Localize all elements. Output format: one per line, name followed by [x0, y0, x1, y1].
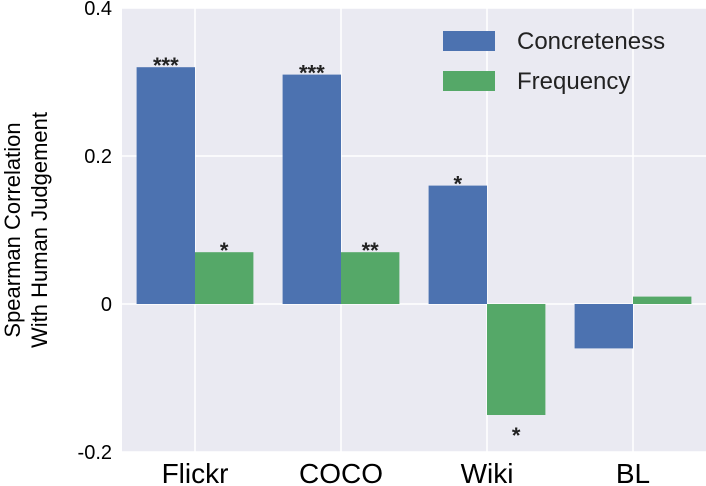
x-tick-label: BL	[616, 458, 650, 486]
bar-frequency-bl	[633, 296, 692, 304]
significance-label: *	[512, 423, 521, 448]
y-axis-label: Spearman Correlation With Human Judgement	[0, 112, 52, 348]
bar-concreteness-coco	[282, 74, 341, 304]
legend-swatch	[443, 71, 495, 91]
y-axis-label-line: With Human Judgement	[27, 112, 52, 348]
bars	[136, 67, 692, 415]
bar-concreteness-wiki	[428, 185, 487, 304]
legend-label: Frequency	[517, 68, 630, 95]
x-tick-label: COCO	[299, 458, 383, 486]
significance-labels: *** ***** ***	[153, 53, 521, 448]
legend-label: Concreteness	[517, 28, 665, 55]
bar-frequency-wiki	[487, 304, 546, 415]
y-axis-label-line: Spearman Correlation	[0, 122, 25, 337]
significance-label: *	[454, 172, 463, 197]
legend-swatch	[443, 31, 495, 51]
significance-label: ***	[299, 61, 325, 86]
y-tick-label: -0.2	[78, 442, 112, 464]
plot-background	[122, 8, 706, 452]
x-tick-label: Wiki	[461, 458, 514, 486]
legend: Concreteness Frequency	[443, 28, 665, 95]
x-axis-ticks: Flickr COCO Wiki BL	[162, 458, 651, 486]
y-tick-label: 0.4	[84, 0, 112, 20]
y-tick-label: 0	[101, 294, 112, 316]
bar-concreteness-bl	[574, 304, 633, 349]
bar-concreteness-flickr	[136, 67, 195, 304]
y-axis-ticks: -0.2 0 0.2 0.4	[78, 0, 112, 464]
x-tick-label: Flickr	[162, 458, 229, 486]
y-tick-label: 0.2	[84, 146, 112, 168]
bar-frequency-coco	[341, 252, 400, 304]
significance-label: *	[220, 238, 229, 263]
bar-frequency-flickr	[195, 252, 254, 304]
significance-label: **	[362, 238, 380, 263]
significance-label: ***	[153, 53, 179, 78]
